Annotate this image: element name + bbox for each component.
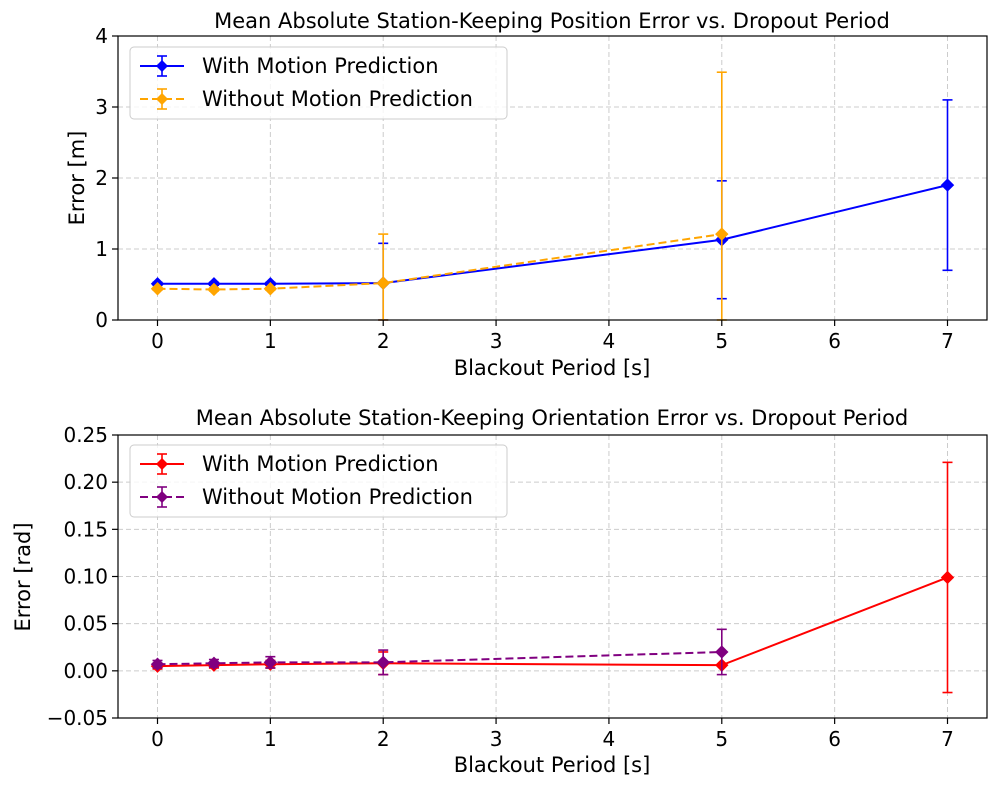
chart-title: Mean Absolute Station-Keeping Orientatio… [196, 406, 909, 430]
series-2 [150, 71, 729, 321]
y-tick-label: 0.10 [63, 565, 108, 589]
legend-marker [156, 60, 168, 72]
x-axis-label: Blackout Period [s] [454, 356, 651, 380]
series-line [157, 650, 722, 666]
chart-title: Mean Absolute Station-Keeping Position E… [214, 9, 890, 33]
x-tick-label: 2 [377, 329, 390, 353]
data-point [263, 282, 278, 296]
legend-label: With Motion Prediction [202, 54, 439, 78]
data-point [715, 645, 729, 659]
data-point [150, 657, 165, 671]
data-point [263, 655, 278, 670]
legend-marker [156, 458, 168, 470]
y-axis-label: Error [rad] [11, 522, 35, 631]
y-tick-label: 0.05 [63, 612, 108, 636]
y-tick-label: 0.15 [63, 517, 108, 541]
x-tick-label: 0 [151, 727, 164, 751]
x-tick-label: 6 [828, 329, 841, 353]
legend: With Motion Prediction Without Motion Pre… [129, 444, 508, 518]
legend-marker [156, 491, 168, 503]
data-point [150, 282, 165, 296]
position-error-chart: Mean Absolute Station-Keeping Position E… [65, 9, 988, 380]
y-tick-label: 0 [95, 308, 108, 332]
x-tick-label: 5 [715, 329, 728, 353]
data-point [207, 282, 221, 297]
x-axis-label: Blackout Period [s] [454, 753, 651, 777]
y-tick-label: 0.00 [63, 659, 108, 683]
series-2 [150, 628, 729, 676]
legend: With Motion Prediction Without Motion Pre… [129, 46, 508, 120]
data-point [207, 656, 221, 670]
x-tick-label: 3 [490, 727, 503, 751]
y-tick-label: 0.20 [63, 470, 108, 494]
y-tick-label: 3 [95, 95, 108, 119]
x-tick-label: 4 [603, 329, 616, 353]
legend-label: With Motion Prediction [202, 452, 439, 476]
y-tick-label: −0.05 [47, 706, 108, 730]
series-line [157, 184, 948, 285]
legend-frame [129, 46, 508, 120]
x-tick-label: 4 [603, 727, 616, 751]
legend-frame [129, 444, 508, 518]
x-tick-label: 1 [264, 727, 277, 751]
x-tick-label: 5 [715, 727, 728, 751]
y-tick-label: 0.25 [63, 423, 108, 447]
x-tick-label: 7 [941, 329, 954, 353]
x-tick-label: 2 [377, 727, 390, 751]
y-axis-label: Error [m] [65, 131, 89, 226]
orientation-error-chart: Mean Absolute Station-Keeping Orientatio… [11, 406, 988, 777]
data-point [940, 178, 955, 192]
data-point [376, 276, 390, 290]
y-tick-label: 4 [95, 24, 108, 48]
x-tick-label: 0 [151, 329, 164, 353]
series-line [157, 233, 722, 291]
legend-label: Without Motion Prediction [202, 87, 473, 111]
y-tick-label: 2 [95, 166, 108, 190]
x-tick-label: 3 [490, 329, 503, 353]
data-point [940, 570, 955, 585]
y-tick-label: 1 [95, 237, 108, 261]
x-tick-label: 6 [828, 727, 841, 751]
series-line [157, 576, 948, 668]
x-tick-label: 1 [264, 329, 277, 353]
x-tick-label: 7 [941, 727, 954, 751]
legend-label: Without Motion Prediction [202, 485, 473, 509]
data-point [376, 655, 390, 670]
legend-marker [156, 93, 168, 105]
data-point [715, 227, 729, 241]
